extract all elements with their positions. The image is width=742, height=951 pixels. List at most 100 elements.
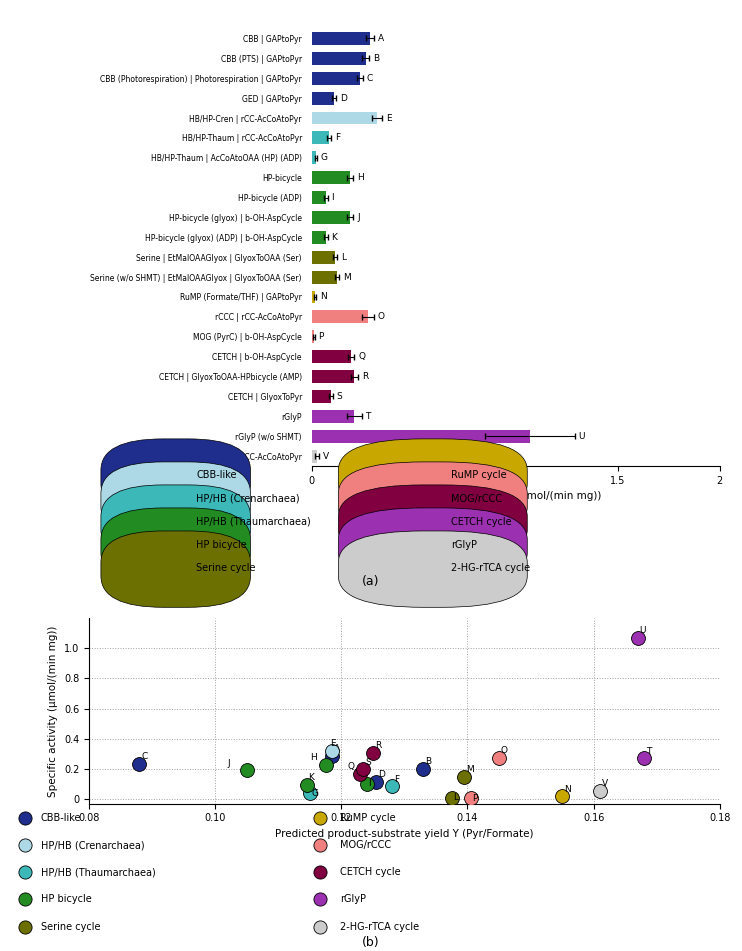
Point bbox=[233, 737, 245, 752]
Text: U: U bbox=[640, 626, 646, 635]
Point bbox=[134, 756, 145, 771]
Text: G: G bbox=[321, 153, 328, 163]
Text: H: H bbox=[309, 753, 317, 763]
Point bbox=[584, 737, 596, 752]
Text: L: L bbox=[341, 253, 346, 262]
Text: HP bicycle: HP bicycle bbox=[41, 895, 91, 904]
Text: (a): (a) bbox=[362, 574, 380, 588]
Text: S: S bbox=[365, 758, 371, 767]
Bar bbox=[312, 310, 368, 323]
Text: T: T bbox=[365, 412, 371, 420]
Text: D: D bbox=[378, 770, 385, 779]
Text: N: N bbox=[320, 293, 326, 301]
X-axis label: Predicted product-substrate yield Y (Pyr/Formate): Predicted product-substrate yield Y (Pyr… bbox=[275, 829, 533, 839]
Bar bbox=[312, 32, 370, 45]
FancyBboxPatch shape bbox=[338, 531, 528, 608]
Text: HP/HB (Crenarchaea): HP/HB (Crenarchaea) bbox=[197, 494, 300, 503]
Text: RuMP cycle: RuMP cycle bbox=[451, 471, 507, 480]
FancyBboxPatch shape bbox=[101, 485, 251, 561]
Text: HP bicycle: HP bicycle bbox=[197, 539, 247, 550]
Bar bbox=[312, 251, 335, 263]
Text: O: O bbox=[378, 312, 384, 321]
Bar bbox=[312, 211, 350, 223]
FancyBboxPatch shape bbox=[338, 508, 528, 584]
Text: C: C bbox=[142, 752, 148, 761]
Text: P: P bbox=[318, 332, 324, 341]
Y-axis label: Specific activity (μmol/(min mg)): Specific activity (μmol/(min mg)) bbox=[48, 625, 59, 797]
Text: HP/HB (Thaumarchaea): HP/HB (Thaumarchaea) bbox=[41, 867, 156, 877]
Text: R: R bbox=[375, 742, 381, 750]
Text: R: R bbox=[362, 372, 368, 381]
Bar bbox=[312, 410, 355, 423]
Text: M: M bbox=[343, 273, 351, 281]
Text: 2-HG-rTCA cycle: 2-HG-rTCA cycle bbox=[451, 563, 531, 573]
Text: U: U bbox=[579, 432, 585, 440]
Bar bbox=[312, 71, 360, 85]
Bar bbox=[312, 290, 315, 303]
Text: M: M bbox=[466, 765, 474, 774]
Point bbox=[326, 744, 338, 759]
Point bbox=[584, 243, 596, 258]
Point bbox=[446, 790, 458, 805]
Text: (b): (b) bbox=[362, 936, 380, 949]
Text: CETCH cycle: CETCH cycle bbox=[451, 516, 512, 527]
Point bbox=[556, 788, 568, 804]
Bar bbox=[312, 390, 331, 403]
Text: V: V bbox=[323, 452, 329, 460]
Text: F: F bbox=[394, 774, 398, 784]
Point bbox=[638, 750, 650, 766]
FancyBboxPatch shape bbox=[101, 531, 251, 608]
Text: 2-HG-rTCA cycle: 2-HG-rTCA cycle bbox=[340, 922, 419, 932]
Text: CBB-like: CBB-like bbox=[41, 813, 82, 823]
Text: MOG/rCCC: MOG/rCCC bbox=[340, 840, 391, 850]
Point bbox=[594, 784, 605, 799]
Bar bbox=[312, 370, 355, 383]
Point bbox=[459, 769, 470, 785]
Point bbox=[361, 776, 372, 791]
Text: G: G bbox=[312, 788, 318, 798]
Bar bbox=[312, 191, 326, 204]
Text: N: N bbox=[564, 785, 571, 794]
Text: CBB-like: CBB-like bbox=[197, 471, 237, 480]
Bar bbox=[312, 52, 366, 65]
Point bbox=[233, 0, 245, 10]
Text: HP/HB (Crenarchaea): HP/HB (Crenarchaea) bbox=[41, 840, 145, 850]
Point bbox=[233, 490, 245, 505]
Text: K: K bbox=[309, 773, 315, 783]
FancyBboxPatch shape bbox=[101, 508, 251, 584]
Bar bbox=[312, 91, 334, 105]
Text: V: V bbox=[602, 780, 608, 788]
Bar bbox=[312, 131, 329, 145]
FancyBboxPatch shape bbox=[101, 462, 251, 538]
Text: L: L bbox=[453, 793, 459, 802]
Point bbox=[386, 779, 398, 794]
Bar bbox=[312, 350, 352, 363]
Point bbox=[320, 758, 332, 773]
Text: H: H bbox=[357, 173, 364, 183]
Point bbox=[326, 748, 338, 764]
Point bbox=[493, 750, 505, 766]
Text: Serine cycle: Serine cycle bbox=[197, 563, 256, 573]
FancyBboxPatch shape bbox=[338, 439, 528, 515]
Bar bbox=[312, 111, 377, 125]
Text: K: K bbox=[331, 233, 337, 242]
Point bbox=[233, 243, 245, 258]
Point bbox=[304, 786, 316, 801]
Bar bbox=[312, 151, 316, 165]
Point bbox=[354, 767, 366, 782]
Point bbox=[370, 774, 382, 789]
Text: A: A bbox=[334, 745, 340, 753]
Text: O: O bbox=[501, 747, 508, 755]
Text: HP/HB (Thaumarchaea): HP/HB (Thaumarchaea) bbox=[197, 516, 311, 527]
Point bbox=[367, 746, 378, 761]
Text: rGlyP: rGlyP bbox=[340, 895, 367, 904]
Text: A: A bbox=[378, 34, 384, 43]
Point bbox=[301, 778, 312, 793]
Point bbox=[584, 490, 596, 505]
Text: rGlyP: rGlyP bbox=[451, 539, 477, 550]
Point bbox=[584, 0, 596, 10]
Bar bbox=[312, 330, 314, 343]
FancyBboxPatch shape bbox=[338, 485, 528, 561]
Text: Q: Q bbox=[347, 762, 355, 771]
Bar bbox=[312, 271, 337, 283]
